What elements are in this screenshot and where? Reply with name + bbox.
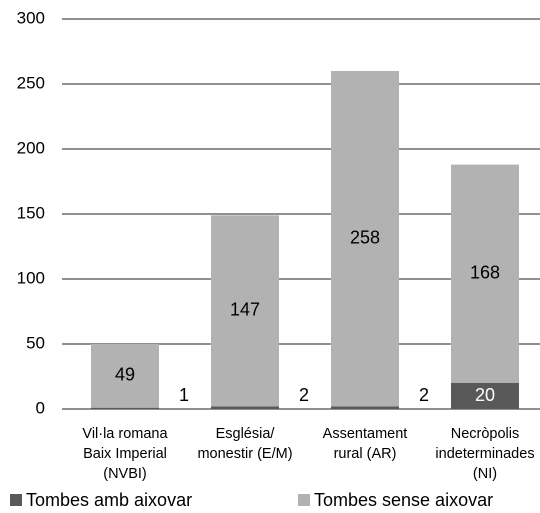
- y-tick-label: 150: [17, 203, 45, 222]
- x-tick-line: (NVBI): [103, 466, 147, 482]
- data-label: 2: [299, 385, 309, 405]
- x-tick-label: Necròpolis indeterminades (NI): [435, 426, 534, 482]
- x-tick-line: monestir (E/M): [197, 446, 292, 462]
- data-label: 20: [475, 385, 495, 405]
- bar-segment: [451, 164, 519, 383]
- bar-segment: [211, 215, 279, 407]
- x-tick-line: Església/: [216, 426, 276, 442]
- bar-segment: [91, 407, 159, 409]
- x-tick-label: Assentament rural (AR): [323, 426, 408, 462]
- y-tick-label: 50: [26, 333, 45, 352]
- x-tick-line: indeterminades: [435, 446, 534, 462]
- bar-segment: [211, 406, 279, 409]
- x-tick-line: Assentament: [323, 426, 408, 442]
- x-tick-label: Vil·la romana Baix Imperial (NVBI): [82, 426, 168, 482]
- x-tick-line: rural (AR): [334, 446, 397, 462]
- x-tick-line: Necròpolis: [451, 426, 520, 442]
- bar-segment: [331, 71, 399, 407]
- bar-segment: [91, 344, 159, 408]
- y-tick-label: 100: [17, 268, 45, 287]
- legend-label: Tombes sense aixovar: [314, 490, 493, 510]
- y-tick-label: 300: [17, 8, 45, 27]
- x-tick-line: (NI): [473, 466, 497, 482]
- data-label: 2: [419, 385, 429, 405]
- data-label: 49: [115, 365, 135, 385]
- bar-segment: [331, 406, 399, 409]
- legend-swatch: [298, 494, 310, 506]
- x-tick-line: Vil·la romana: [82, 426, 168, 442]
- y-tick-label: 200: [17, 138, 45, 157]
- y-tick-label: 0: [36, 398, 45, 417]
- data-label: 168: [470, 263, 500, 283]
- legend-label: Tombes amb aixovar: [26, 490, 192, 510]
- data-label: 1: [179, 385, 189, 405]
- legend-swatch: [10, 494, 22, 506]
- data-label: 258: [350, 227, 380, 247]
- x-tick-line: Baix Imperial: [83, 446, 167, 462]
- bar-segment: [451, 383, 519, 409]
- y-tick-label: 250: [17, 73, 45, 92]
- data-label: 147: [230, 300, 260, 320]
- x-tick-label: Església/monestir (E/M): [197, 426, 292, 462]
